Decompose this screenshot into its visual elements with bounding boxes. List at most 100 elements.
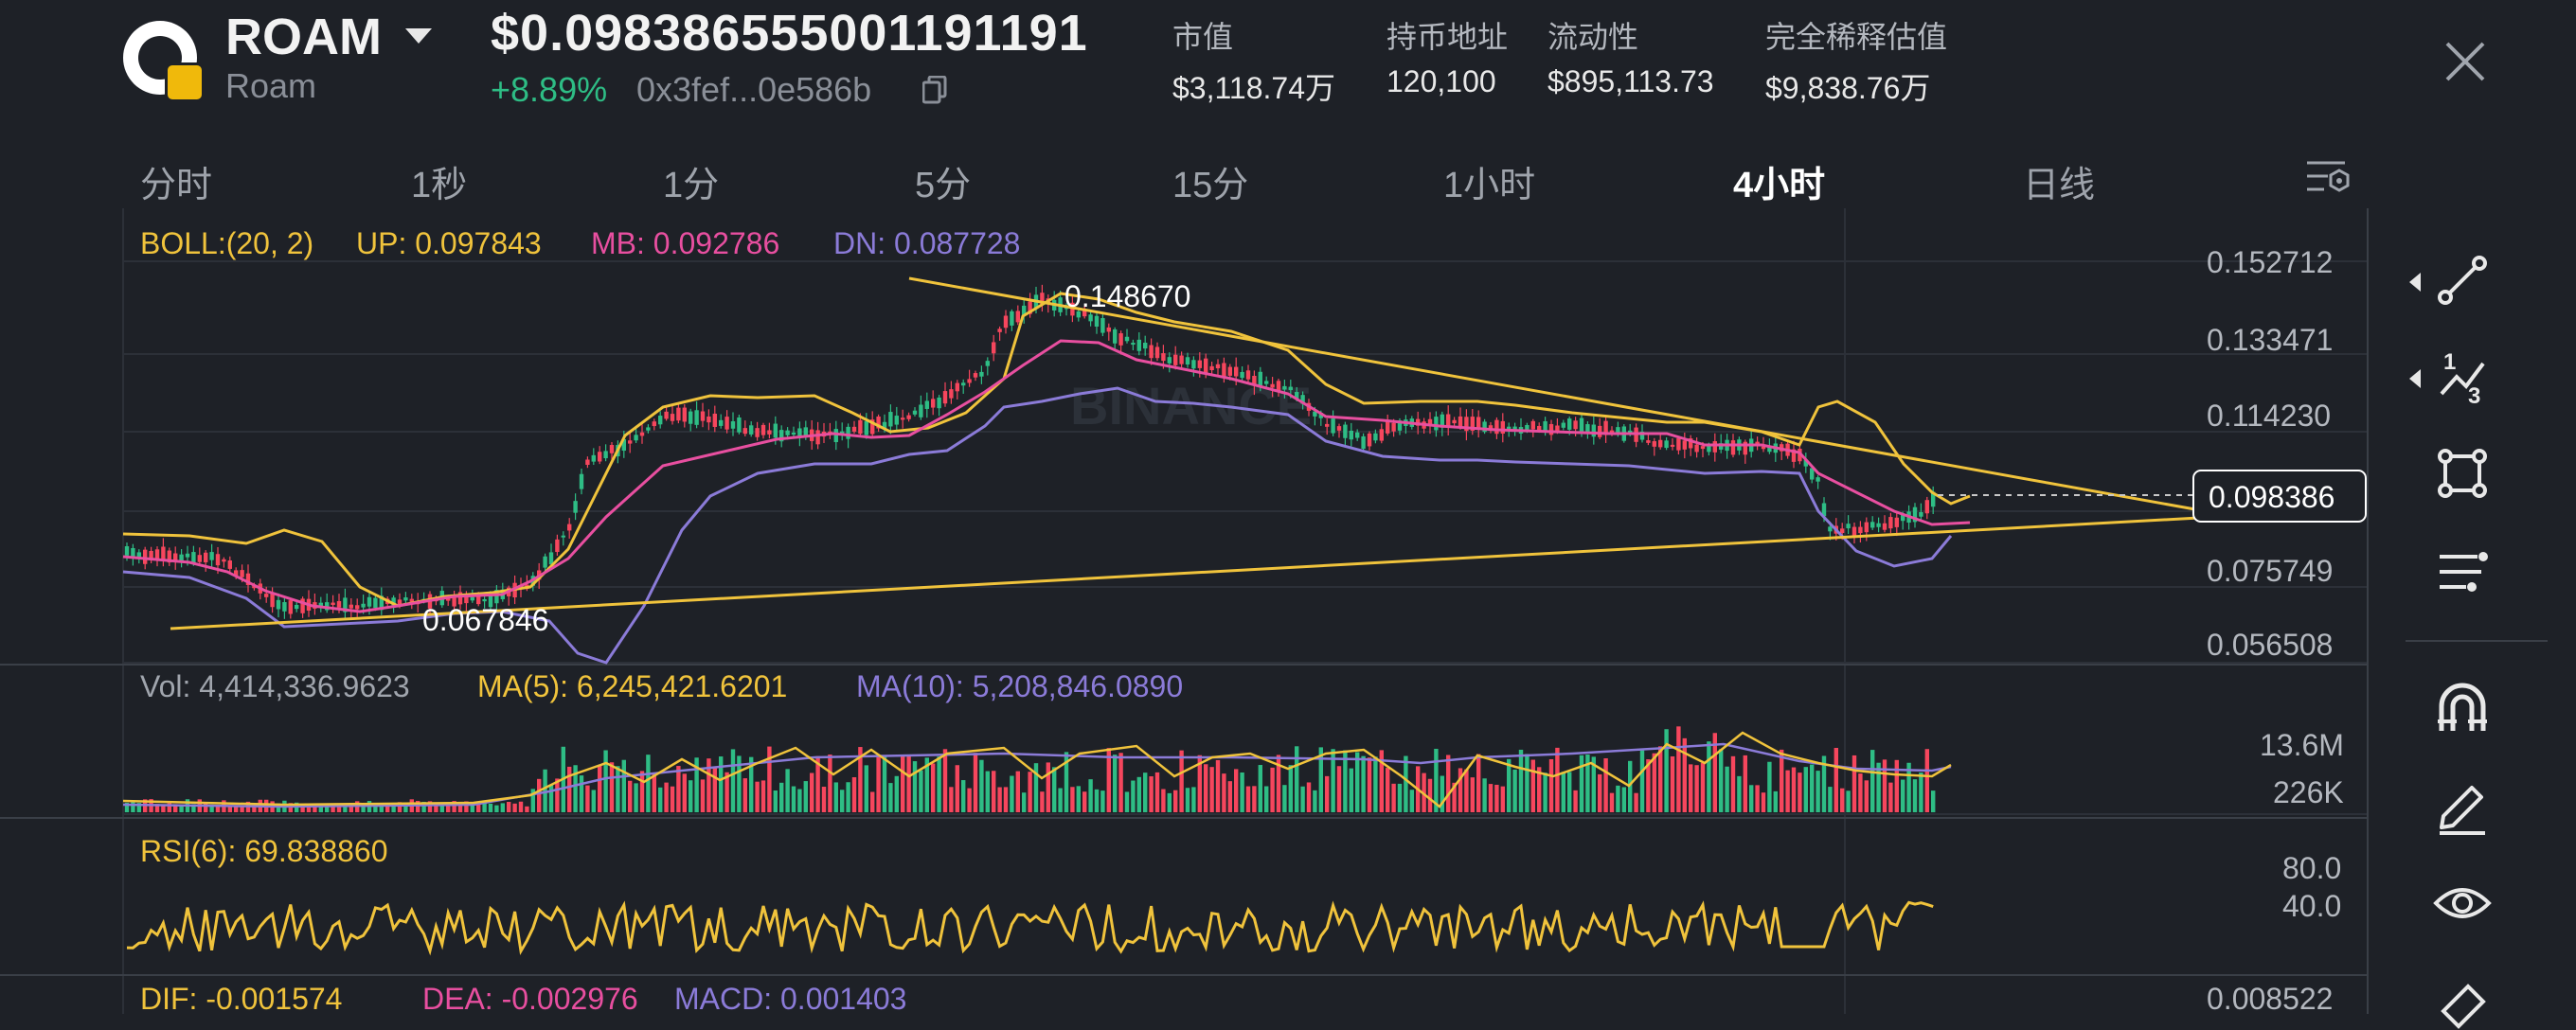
- candle-body: [1609, 430, 1615, 433]
- tab-15m[interactable]: 15分: [1172, 166, 1249, 205]
- volume-bar: [949, 787, 954, 812]
- candle-body: [331, 602, 335, 605]
- volume-bar: [1749, 785, 1754, 812]
- candle-body: [803, 427, 808, 437]
- volume-bar: [1852, 755, 1857, 812]
- volume-bar: [349, 804, 353, 812]
- volume-bar: [1306, 782, 1312, 812]
- fibonacci-icon[interactable]: 1 3: [2424, 345, 2500, 411]
- candle-body: [1616, 427, 1620, 435]
- volume-bar: [1270, 767, 1275, 812]
- parallel-lines-icon[interactable]: [2424, 538, 2500, 604]
- tab-5m[interactable]: 5分: [915, 166, 972, 205]
- volume-bar: [1682, 737, 1687, 812]
- volume-bar: [1598, 773, 1602, 812]
- tab-1s[interactable]: 1秒: [411, 166, 468, 205]
- volume-bar: [791, 786, 796, 812]
- volume-bar: [797, 789, 802, 812]
- candle-body: [1161, 353, 1166, 362]
- candle-body: [1325, 423, 1330, 427]
- volume-axis-label: 13.6M: [2260, 728, 2344, 762]
- caret-left-icon[interactable]: [2409, 369, 2421, 388]
- candle-body: [1295, 392, 1299, 400]
- volume-bar: [828, 755, 832, 812]
- volume-bar: [1409, 790, 1414, 812]
- price-chart[interactable]: BOLL:(20, 2) UP: 0.097843 MB: 0.092786 D…: [0, 208, 2576, 1014]
- volume-bar: [1361, 755, 1366, 812]
- volume-bar: [1828, 787, 1833, 812]
- candle-body: [1676, 438, 1681, 451]
- pencil-icon[interactable]: [2424, 771, 2500, 837]
- token-ticker[interactable]: ROAM: [225, 9, 382, 65]
- copy-icon[interactable]: [922, 76, 947, 104]
- candle-body: [154, 549, 160, 559]
- tab-1h[interactable]: 1小时: [1443, 166, 1536, 205]
- chart-settings-icon[interactable]: [2303, 155, 2352, 199]
- candle-body: [882, 421, 887, 429]
- tab-1m[interactable]: 1分: [663, 166, 720, 205]
- volume-bar: [1591, 756, 1596, 812]
- candle-body: [942, 391, 948, 404]
- volume-bar: [779, 782, 784, 812]
- volume-bar: [742, 778, 747, 812]
- volume-bar: [1185, 788, 1190, 812]
- volume-bar: [876, 756, 881, 812]
- volume-bar: [234, 806, 239, 812]
- close-icon[interactable]: [2442, 38, 2489, 85]
- volume-value: Vol: 4,414,336.9623: [140, 669, 410, 703]
- volume-bar: [1543, 772, 1547, 812]
- trendline-icon[interactable]: [2424, 248, 2500, 314]
- token-name: Roam: [225, 66, 317, 105]
- volume-bar: [821, 787, 827, 812]
- chevron-down-icon[interactable]: [405, 28, 432, 44]
- candle-body: [1689, 438, 1693, 449]
- candle-body: [1391, 422, 1396, 432]
- stat-value-fdv: $9,838.76万: [1765, 71, 1931, 105]
- tab-timeline[interactable]: 分时: [140, 166, 213, 205]
- volume-bar: [397, 802, 402, 812]
- volume-bar: [1300, 786, 1305, 812]
- candle-body: [1245, 370, 1251, 380]
- candle-body: [1707, 445, 1711, 453]
- volume-bar: [1919, 772, 1923, 812]
- candle-body: [234, 570, 239, 577]
- candle-body: [161, 546, 166, 561]
- candle-body: [494, 590, 499, 604]
- rectangle-icon[interactable]: [2424, 441, 2500, 507]
- candle-body: [1700, 446, 1706, 450]
- token-price: $0.098386555001191191: [491, 5, 1088, 62]
- caret-left-icon[interactable]: [2409, 273, 2421, 292]
- volume-bar: [858, 747, 863, 812]
- volume-bar: [634, 783, 638, 812]
- candle-body: [355, 605, 360, 610]
- volume-bar: [1901, 779, 1905, 812]
- candle-body: [470, 596, 474, 601]
- lower-trendline: [170, 515, 2217, 630]
- candle-body: [1512, 426, 1517, 432]
- candle-body: [949, 389, 954, 399]
- eye-icon[interactable]: [2424, 869, 2500, 935]
- candle-body: [598, 452, 602, 462]
- volume-bar: [512, 803, 517, 812]
- volume-bar: [1227, 781, 1232, 812]
- candle-body: [1197, 360, 1202, 368]
- volume-bar: [1525, 754, 1530, 812]
- volume-bar: [1367, 757, 1372, 812]
- eraser-icon[interactable]: [2424, 964, 2500, 1030]
- volume-bar: [154, 804, 160, 812]
- volume-bar: [1798, 772, 1802, 812]
- candle-body: [215, 554, 221, 566]
- candle-body: [888, 412, 893, 427]
- volume-bar: [919, 770, 923, 812]
- volume-bar: [967, 788, 972, 812]
- tab-4h[interactable]: 4小时: [1733, 166, 1826, 205]
- candle-body: [901, 417, 905, 420]
- candle-body: [185, 553, 190, 558]
- candle-body: [227, 559, 232, 569]
- tab-1d[interactable]: 日线: [2023, 166, 2096, 205]
- volume-bar: [585, 785, 590, 812]
- price-axis-label: 0.075749: [2207, 554, 2333, 588]
- volume-bar: [1052, 767, 1057, 812]
- candle-body: [609, 445, 615, 453]
- magnet-icon[interactable]: [2424, 674, 2500, 740]
